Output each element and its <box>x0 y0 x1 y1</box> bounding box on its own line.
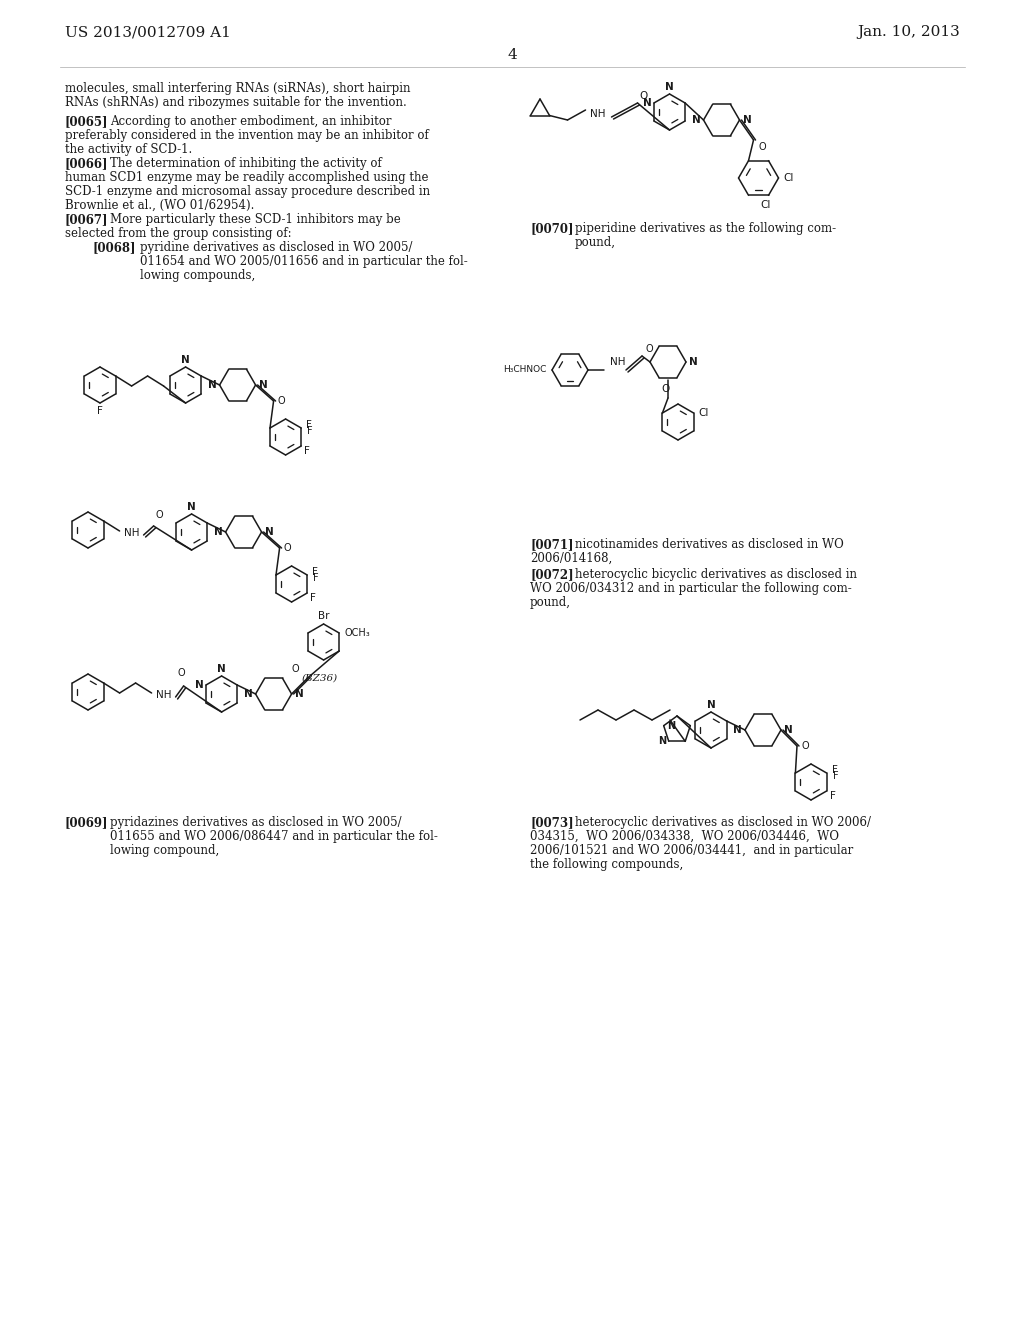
Text: [0071]: [0071] <box>530 539 573 550</box>
Text: F: F <box>307 426 312 436</box>
Text: N: N <box>657 737 666 746</box>
Text: pyridazines derivatives as disclosed in WO 2005/: pyridazines derivatives as disclosed in … <box>110 816 401 829</box>
Text: Jan. 10, 2013: Jan. 10, 2013 <box>857 25 961 40</box>
Text: O: O <box>759 143 766 152</box>
Text: (BZ36): (BZ36) <box>302 675 338 682</box>
Text: NH: NH <box>610 356 626 367</box>
Text: OCH₃: OCH₃ <box>344 628 370 638</box>
Text: 4: 4 <box>507 48 517 62</box>
Text: lowing compound,: lowing compound, <box>110 843 219 857</box>
Text: Cl: Cl <box>783 173 794 183</box>
Text: According to another embodiment, an inhibitor: According to another embodiment, an inhi… <box>110 115 391 128</box>
Text: the activity of SCD-1.: the activity of SCD-1. <box>65 143 193 156</box>
Text: pound,: pound, <box>575 236 616 249</box>
Text: N: N <box>264 527 273 537</box>
Text: heterocyclic derivatives as disclosed in WO 2006/: heterocyclic derivatives as disclosed in… <box>575 816 871 829</box>
Text: Br: Br <box>317 611 330 620</box>
Text: F: F <box>97 407 103 416</box>
Text: RNAs (shRNAs) and ribozymes suitable for the invention.: RNAs (shRNAs) and ribozymes suitable for… <box>65 96 407 110</box>
Text: WO 2006/034312 and in particular the following com-: WO 2006/034312 and in particular the fol… <box>530 582 852 595</box>
Text: [0072]: [0072] <box>530 568 573 581</box>
Text: O: O <box>156 510 163 520</box>
Text: [0065]: [0065] <box>65 115 109 128</box>
Text: N: N <box>643 98 652 108</box>
Text: O: O <box>639 91 647 102</box>
Text: NH: NH <box>124 528 139 539</box>
Text: 2006/101521 and WO 2006/034441,  and in particular: 2006/101521 and WO 2006/034441, and in p… <box>530 843 853 857</box>
Text: 011655 and WO 2006/086447 and in particular the fol-: 011655 and WO 2006/086447 and in particu… <box>110 830 438 843</box>
Text: [0066]: [0066] <box>65 157 109 170</box>
Text: O: O <box>284 543 291 553</box>
Text: [0069]: [0069] <box>65 816 109 829</box>
Text: O: O <box>801 741 809 751</box>
Text: heterocyclic bicyclic derivatives as disclosed in: heterocyclic bicyclic derivatives as dis… <box>575 568 857 581</box>
Text: O: O <box>662 384 670 393</box>
Text: N: N <box>295 689 303 700</box>
Text: pyridine derivatives as disclosed in WO 2005/: pyridine derivatives as disclosed in WO … <box>140 242 413 253</box>
Text: N: N <box>196 680 204 690</box>
Text: [0068]: [0068] <box>93 242 136 253</box>
Text: N: N <box>187 502 196 512</box>
Text: O: O <box>278 396 286 407</box>
Text: SCD-1 enzyme and microsomal assay procedure described in: SCD-1 enzyme and microsomal assay proced… <box>65 185 430 198</box>
Text: NH: NH <box>590 110 605 119</box>
Text: N: N <box>733 725 742 735</box>
Text: pound,: pound, <box>530 597 571 609</box>
Text: N: N <box>742 115 752 125</box>
Text: F: F <box>831 766 838 775</box>
Text: O: O <box>292 664 300 675</box>
Text: preferably considered in the invention may be an inhibitor of: preferably considered in the invention m… <box>65 129 429 143</box>
Text: nicotinamides derivatives as disclosed in WO: nicotinamides derivatives as disclosed i… <box>575 539 844 550</box>
Text: Cl: Cl <box>761 201 771 210</box>
Text: More particularly these SCD-1 inhibitors may be: More particularly these SCD-1 inhibitors… <box>110 213 400 226</box>
Text: N: N <box>667 721 675 731</box>
Text: N: N <box>181 355 190 366</box>
Text: F: F <box>829 791 836 801</box>
Text: N: N <box>689 356 697 367</box>
Text: F: F <box>833 771 839 781</box>
Text: N: N <box>244 689 253 700</box>
Text: N: N <box>692 115 700 125</box>
Text: N: N <box>217 664 226 675</box>
Text: [0067]: [0067] <box>65 213 109 226</box>
Text: Cl: Cl <box>698 408 709 418</box>
Text: human SCD1 enzyme may be readily accomplished using the: human SCD1 enzyme may be readily accompl… <box>65 172 428 183</box>
Text: H₃CHNOC: H₃CHNOC <box>504 366 547 375</box>
Text: 034315,  WO 2006/034338,  WO 2006/034446,  WO: 034315, WO 2006/034338, WO 2006/034446, … <box>530 830 839 843</box>
Text: piperidine derivatives as the following com-: piperidine derivatives as the following … <box>575 222 837 235</box>
Text: F: F <box>304 446 310 455</box>
Text: N: N <box>208 380 217 389</box>
Text: F: F <box>313 573 318 583</box>
Text: The determination of inhibiting the activity of: The determination of inhibiting the acti… <box>110 157 382 170</box>
Text: O: O <box>178 668 185 678</box>
Text: N: N <box>707 700 716 710</box>
Text: F: F <box>312 568 318 577</box>
Text: F: F <box>306 420 312 430</box>
Text: selected from the group consisting of:: selected from the group consisting of: <box>65 227 292 240</box>
Text: F: F <box>310 593 316 603</box>
Text: the following compounds,: the following compounds, <box>530 858 683 871</box>
Text: Brownlie et al., (WO 01/62954).: Brownlie et al., (WO 01/62954). <box>65 199 254 213</box>
Text: molecules, small interfering RNAs (siRNAs), short hairpin: molecules, small interfering RNAs (siRNA… <box>65 82 411 95</box>
Text: lowing compounds,: lowing compounds, <box>140 269 255 282</box>
Text: [0073]: [0073] <box>530 816 573 829</box>
Text: O: O <box>646 345 653 354</box>
Text: N: N <box>784 725 793 735</box>
Text: NH: NH <box>156 690 171 700</box>
Text: N: N <box>666 82 674 92</box>
Text: [0070]: [0070] <box>530 222 573 235</box>
Text: N: N <box>259 380 267 389</box>
Text: 2006/014168,: 2006/014168, <box>530 552 612 565</box>
Text: N: N <box>214 527 222 537</box>
Text: US 2013/0012709 A1: US 2013/0012709 A1 <box>65 25 230 40</box>
Text: 011654 and WO 2005/011656 and in particular the fol-: 011654 and WO 2005/011656 and in particu… <box>140 255 468 268</box>
